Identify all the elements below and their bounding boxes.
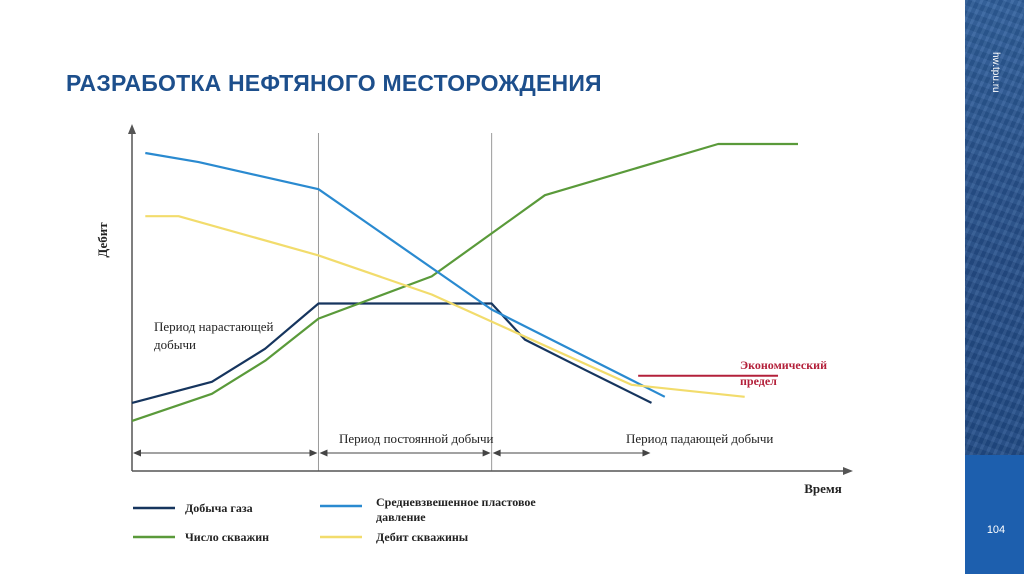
- y-axis-arrow: [128, 124, 136, 134]
- period-arrowhead-right-1: [309, 449, 318, 457]
- legend-label-1: Добыча газа: [185, 501, 253, 515]
- side-panel: [965, 0, 1024, 574]
- axes: Время Дебит: [95, 124, 853, 496]
- period-arrowhead-left-1: [133, 449, 141, 457]
- side-panel-texture: [965, 0, 1024, 455]
- side-panel-lower: [965, 455, 1024, 574]
- series-line-1: [131, 302, 652, 404]
- y-axis-label: Дебит: [95, 222, 110, 258]
- period-label-2-line-1: Период постоянной добычи: [339, 431, 494, 446]
- legend-label-2: Число скважин: [185, 530, 269, 544]
- chart: Время Дебит Период нарастающейдобычиПери…: [95, 124, 853, 544]
- econ-limit-label-line-2: предел: [740, 374, 777, 388]
- series-lines: [131, 142, 798, 422]
- slide-title: РАЗРАБОТКА НЕФТЯНОГО МЕСТОРОЖДЕНИЯ: [66, 70, 602, 96]
- period-label-1-line-2: добычи: [154, 337, 196, 352]
- site-label: hw.tpu.ru: [990, 52, 1001, 93]
- x-axis-label: Время: [804, 481, 842, 496]
- legend-label-4: Дебит скважины: [376, 530, 469, 544]
- period-guides: [317, 133, 493, 471]
- legend-label-3-line-1: Средневзвешенное пластовое: [376, 495, 536, 509]
- legend: Добыча газа Число скважин Средневзвешенное…: [133, 495, 536, 544]
- period-arrowhead-right-3: [642, 449, 651, 457]
- economic-limit: Экономический предел: [638, 358, 827, 388]
- period-arrowhead-right-2: [482, 449, 491, 457]
- period-arrowhead-left-3: [492, 449, 501, 457]
- econ-limit-label-line-1: Экономический: [740, 358, 827, 372]
- x-axis-arrow: [843, 467, 853, 475]
- period-label-1-line-1: Период нарастающей: [154, 319, 273, 334]
- period-label-3-line-1: Период падающей добычи: [626, 431, 773, 446]
- legend-label-3-line-2: давление: [376, 510, 426, 524]
- page-number: 104: [986, 524, 1006, 536]
- period-arrowhead-left-2: [319, 449, 328, 457]
- period-arrows: Период нарастающей добычи Период постоянно…: [133, 319, 773, 457]
- series-line-4: [145, 215, 745, 398]
- series-line-2: [131, 142, 798, 422]
- series-line-3: [145, 151, 666, 398]
